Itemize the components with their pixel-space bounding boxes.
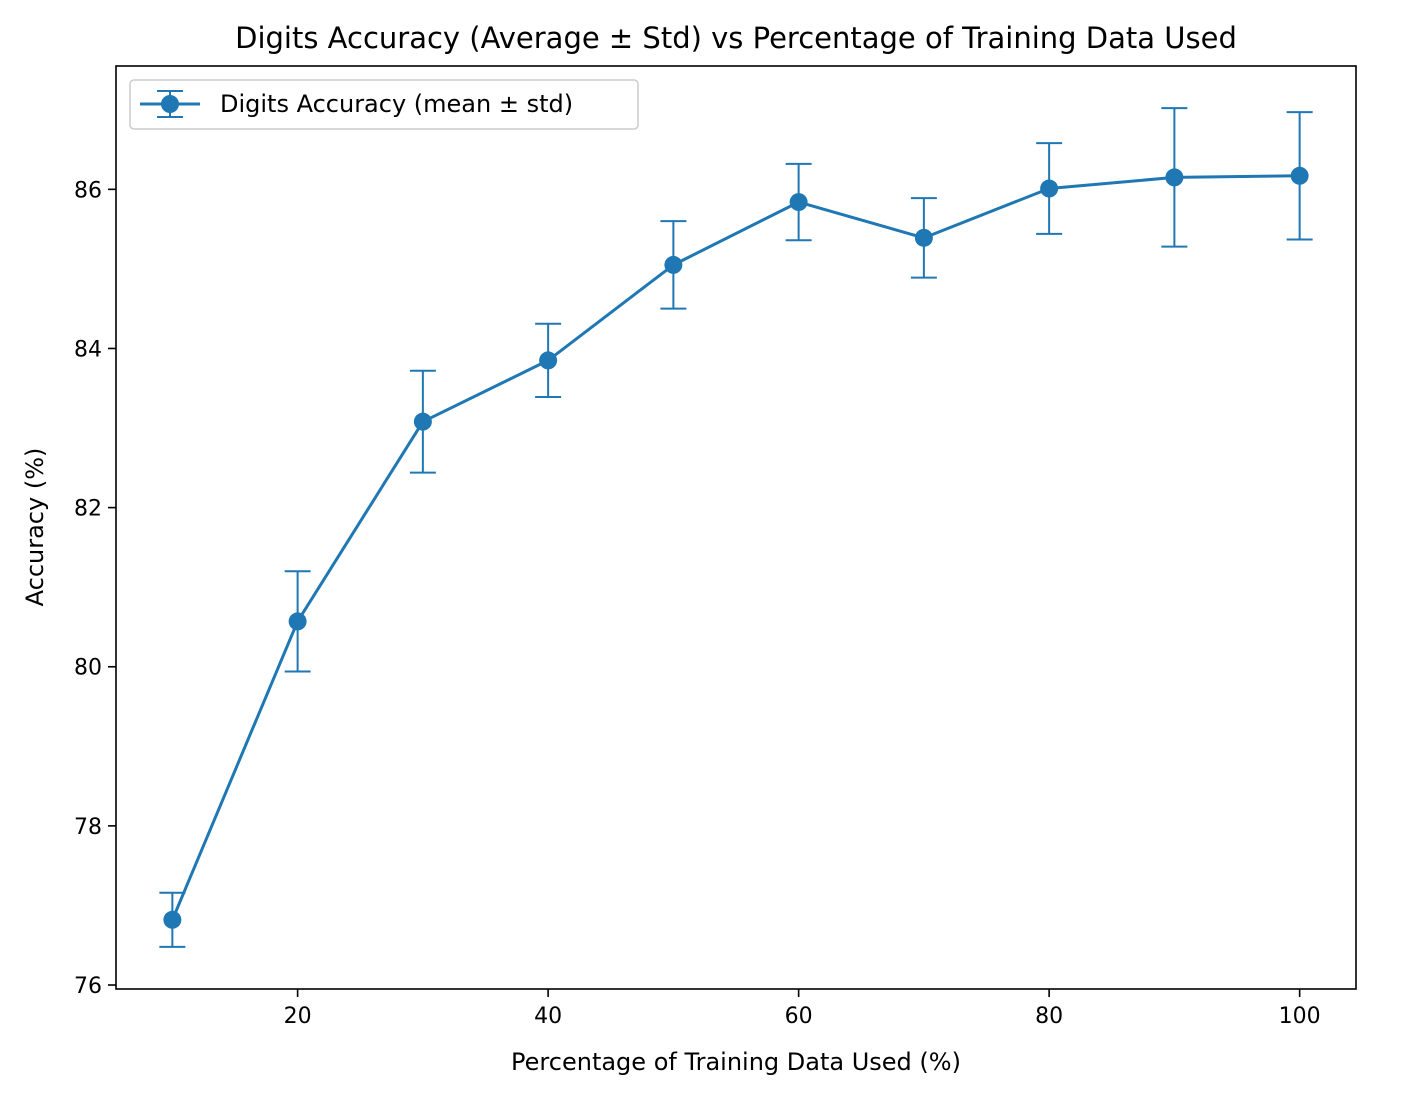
data-point (288, 612, 307, 631)
y-tick-label: 78 (74, 815, 102, 840)
plot-frame (115, 65, 1357, 990)
x-tick-label: 40 (534, 1004, 562, 1029)
y-tick-label: 82 (74, 497, 102, 522)
y-tick-label: 80 (74, 656, 102, 681)
data-point (163, 910, 182, 929)
x-tick-label: 100 (1279, 1004, 1321, 1029)
legend-label: Digits Accuracy (mean ± std) (220, 90, 573, 118)
data-point (539, 351, 558, 370)
x-axis-label: Percentage of Training Data Used (%) (511, 1048, 961, 1076)
x-tick-label: 20 (284, 1004, 312, 1029)
data-point (914, 228, 933, 247)
y-tick-label: 86 (74, 178, 102, 203)
data-point (789, 193, 808, 212)
data-point (664, 255, 683, 274)
y-tick-label: 84 (74, 337, 102, 362)
chart-title: Digits Accuracy (Average ± Std) vs Perce… (235, 21, 1237, 55)
x-axis-ticks: 20 40 60 80 100 (284, 989, 1321, 1029)
data-point (1290, 166, 1309, 185)
legend-box (129, 79, 639, 130)
x-tick-label: 80 (1035, 1004, 1063, 1029)
y-tick-label: 76 (74, 974, 102, 999)
y-axis-ticks: 76 78 80 82 84 86 (74, 178, 116, 999)
data-point (413, 412, 432, 431)
x-tick-label: 60 (785, 1004, 813, 1029)
y-axis-label: Accuracy (%) (21, 448, 49, 607)
plot-marks (159, 107, 1313, 948)
legend: Digits Accuracy (mean ± std) (129, 79, 639, 130)
series-line (171, 174, 1300, 921)
data-point (1165, 168, 1184, 187)
legend-marker-swatch (161, 95, 179, 113)
data-point (1040, 179, 1059, 198)
